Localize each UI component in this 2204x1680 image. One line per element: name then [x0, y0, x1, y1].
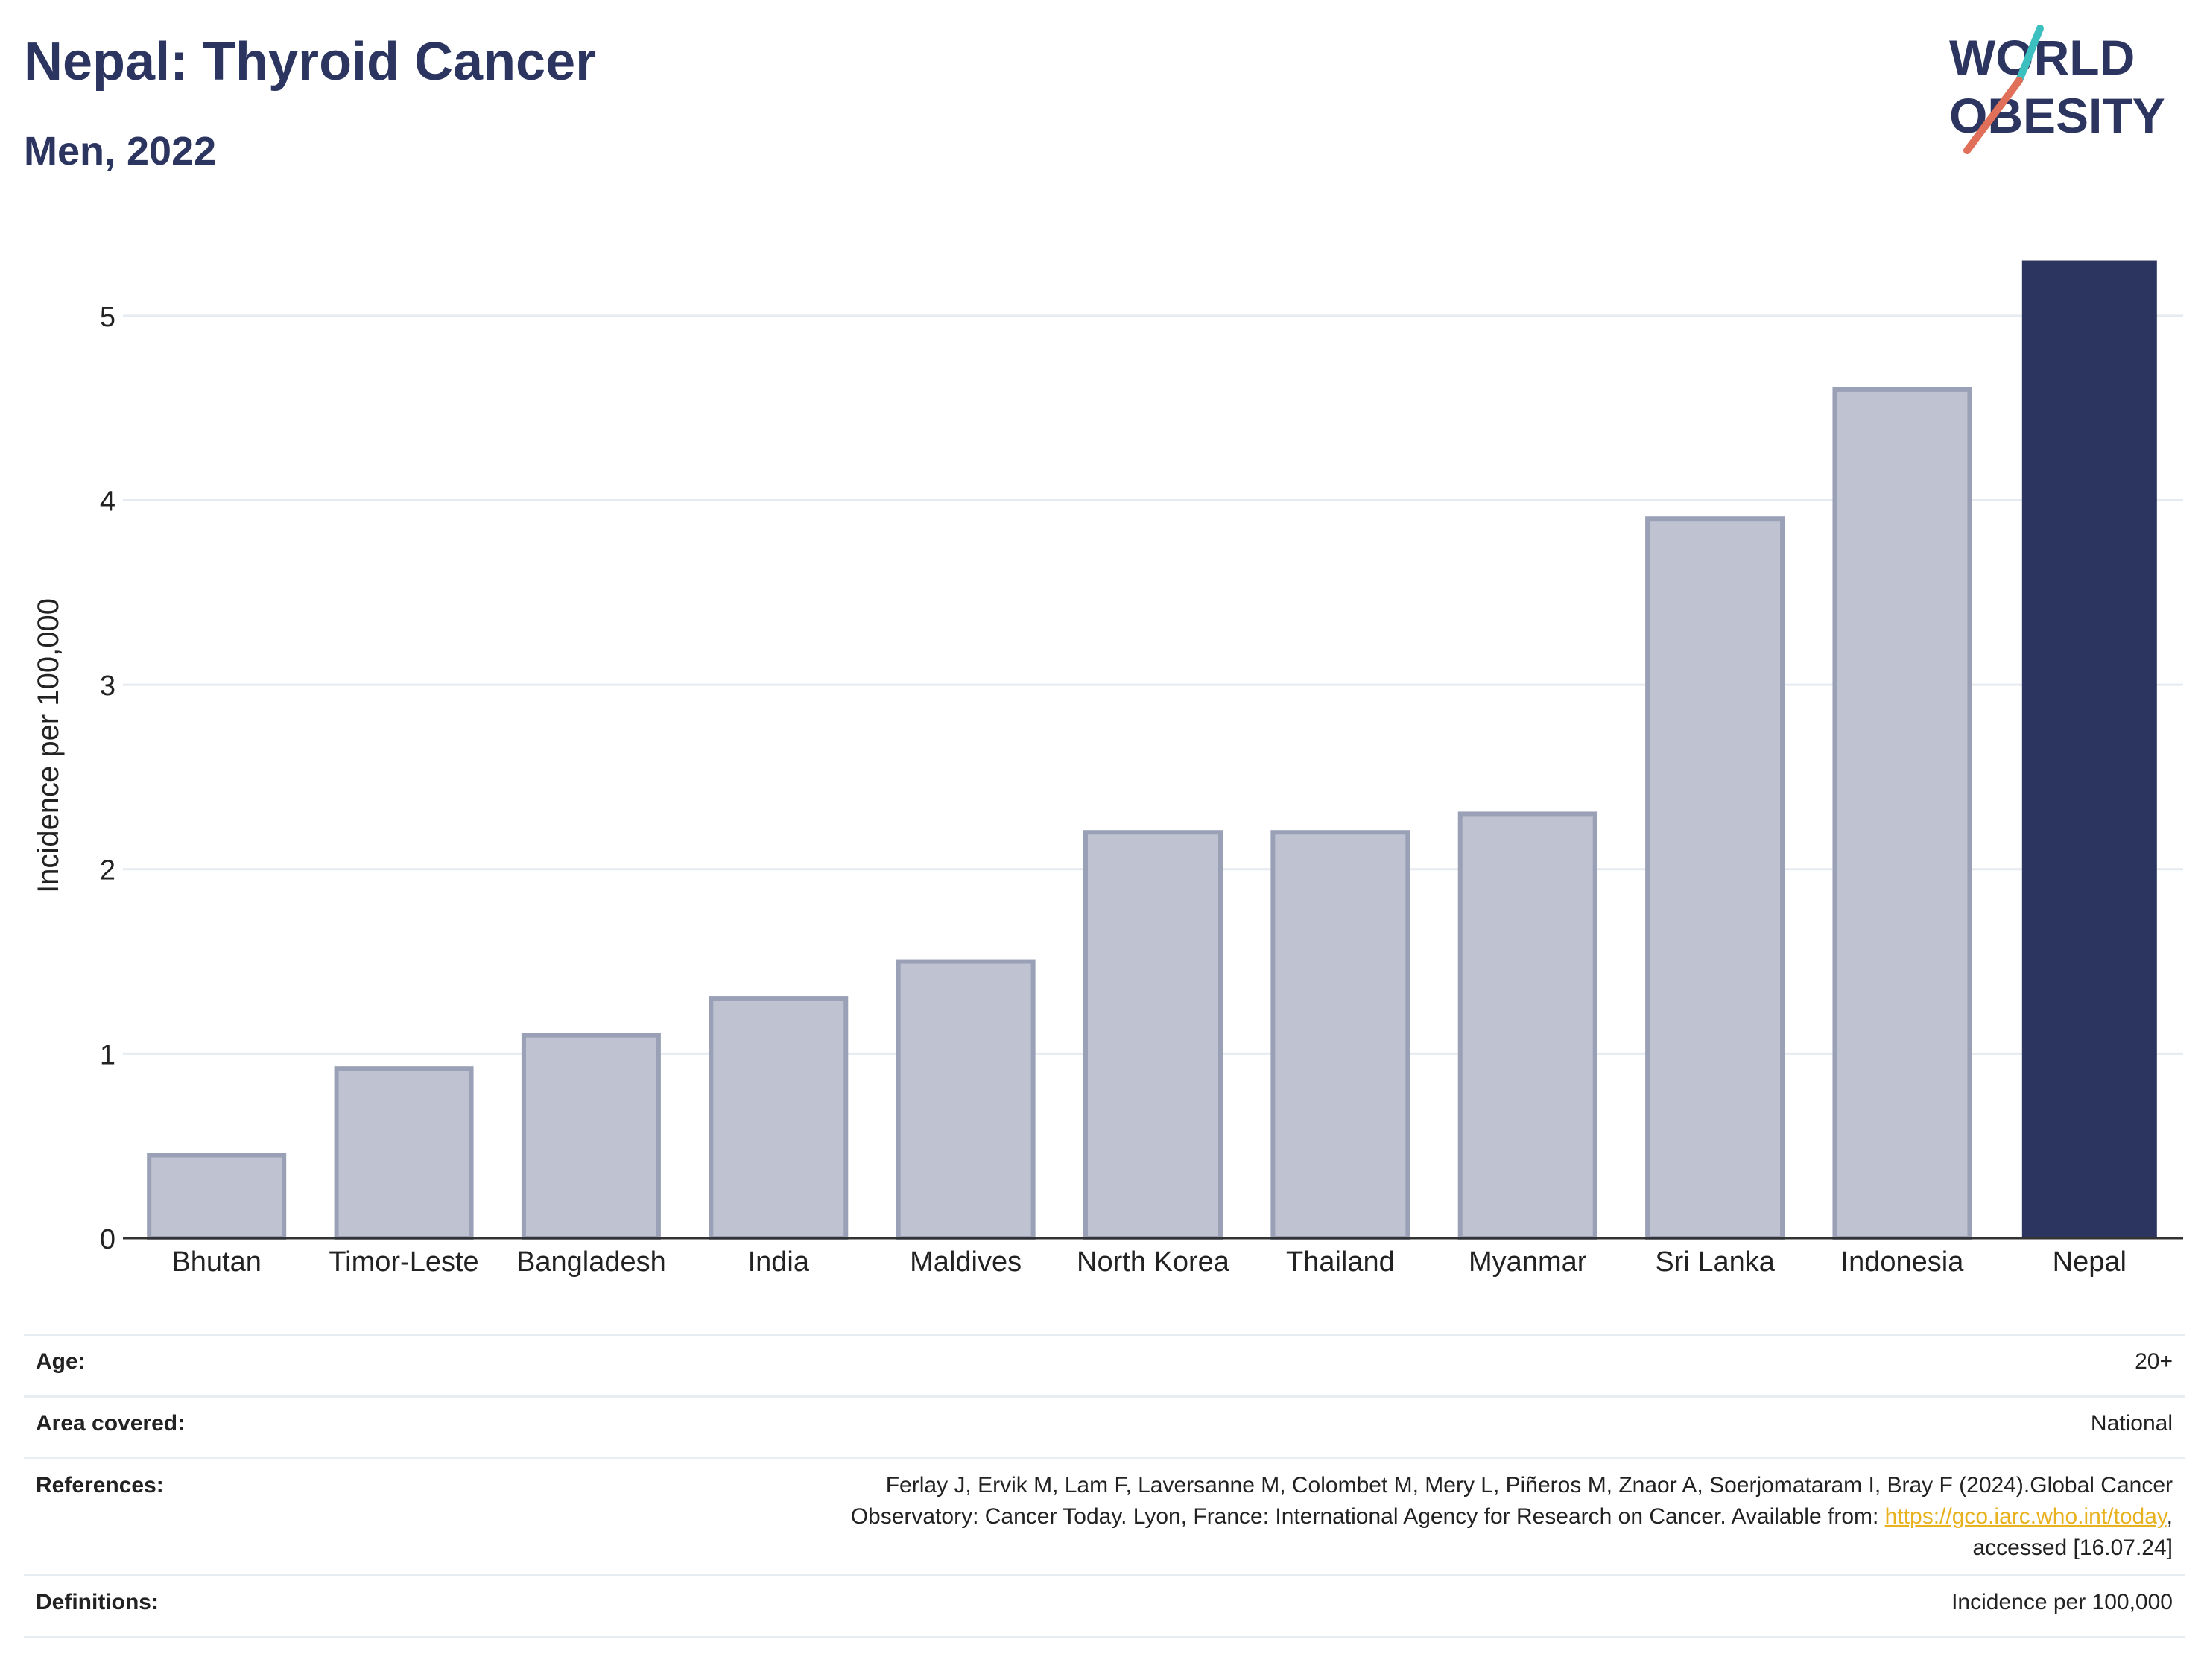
logo-text-line1: WORLD — [1949, 30, 2135, 85]
logo-slash-coral — [1963, 77, 2023, 154]
y-tick-labels: 0 1 2 3 4 5 — [100, 302, 115, 1255]
x-tick-labels: Bhutan Timor-Leste Bangladesh India Maldives… — [171, 1246, 2127, 1278]
x-tick-label: Thailand — [1286, 1246, 1395, 1278]
world-obesity-logo: WORLD OBESITY — [1949, 25, 2165, 154]
x-tick-label: India — [748, 1246, 810, 1278]
bar-sri-lanka — [1645, 516, 1785, 1240]
bar-timor-leste — [334, 1066, 474, 1241]
bar-thailand — [1270, 830, 1410, 1240]
y-tick-label: 3 — [100, 671, 115, 702]
y-tick-label: 0 — [100, 1224, 115, 1255]
y-tick-label: 1 — [100, 1039, 115, 1071]
references-text-3: , — [2166, 1504, 2173, 1529]
bar-bhutan — [147, 1153, 287, 1240]
x-tick-label: Bhutan — [171, 1246, 261, 1278]
references-value: Ferlay J, Ervik M, Lam F, Laversanne M, … — [361, 1457, 2185, 1576]
x-tick-label: Maldives — [910, 1246, 1022, 1278]
bar-bangladesh — [521, 1033, 661, 1240]
references-link[interactable]: https://gco.iarc.who.int/today — [1884, 1504, 2167, 1529]
info-row-definitions: Definitions: Incidence per 100,000 — [24, 1574, 2185, 1638]
chart-title: Nepal: Thyroid Cancer — [24, 32, 597, 92]
y-tick-label: 5 — [100, 302, 115, 333]
bar-north-korea — [1083, 830, 1223, 1240]
bar-india — [709, 996, 849, 1241]
x-tick-label: Bangladesh — [516, 1246, 666, 1278]
info-row-references: References: Ferlay J, Ervik M, Lam F, La… — [24, 1457, 2185, 1576]
logo-text-line2: OBESITY — [1949, 88, 2165, 143]
bars — [147, 260, 2157, 1241]
area-label: Area covered: — [24, 1395, 361, 1459]
x-tick-label: Sri Lanka — [1655, 1246, 1775, 1278]
bar-myanmar — [1457, 811, 1597, 1241]
info-row-area: Area covered: National — [24, 1395, 2185, 1459]
x-tick-label: North Korea — [1077, 1246, 1230, 1278]
references-label: References: — [24, 1457, 361, 1576]
chart-subtitle: Men, 2022 — [24, 129, 217, 174]
x-tick-label: Timor-Leste — [329, 1246, 478, 1278]
area-value: National — [361, 1395, 2185, 1459]
definitions-value: Incidence per 100,000 — [361, 1574, 2185, 1638]
age-value: 20+ — [361, 1334, 2185, 1397]
bar-indonesia — [1832, 387, 1972, 1241]
y-axis-label: Incidence per 100,000 — [32, 598, 65, 893]
references-text-2: Observatory: Cancer Today. Lyon, France:… — [850, 1504, 1885, 1529]
references-text-4: accessed [16.07.24] — [1972, 1535, 2173, 1560]
bar-chart: 0 1 2 3 4 5 Bhutan Timor-Leste Bangladesh India M… — [32, 260, 2183, 1278]
age-label: Age: — [24, 1334, 361, 1397]
y-tick-label: 2 — [100, 855, 115, 887]
info-row-age: Age: 20+ — [24, 1334, 2185, 1397]
definitions-label: Definitions: — [24, 1574, 361, 1638]
x-tick-label: Indonesia — [1841, 1246, 1965, 1278]
x-tick-label: Myanmar — [1469, 1246, 1587, 1278]
logo-slash-teal — [2015, 25, 2044, 84]
info-table: Age: 20+ Area covered: National Referenc… — [24, 1334, 2185, 1638]
y-tick-label: 4 — [100, 486, 115, 517]
bar-maldives — [896, 959, 1036, 1240]
bar-nepal — [2021, 260, 2157, 1238]
x-tick-label: Nepal — [2053, 1246, 2127, 1278]
references-text-1: Ferlay J, Ervik M, Lam F, Laversanne M, … — [885, 1473, 2173, 1497]
